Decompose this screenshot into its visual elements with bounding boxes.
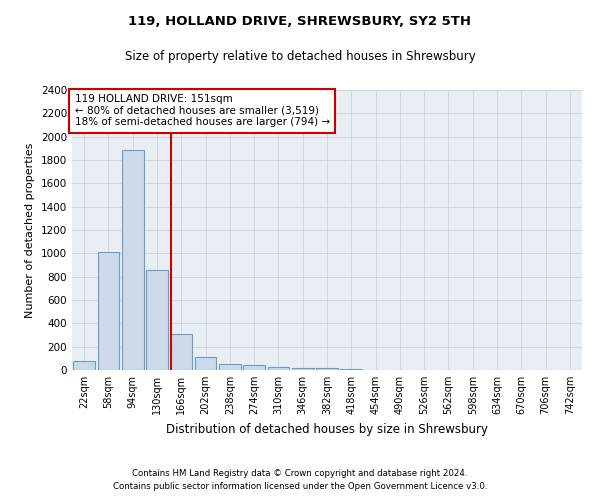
Text: Contains public sector information licensed under the Open Government Licence v3: Contains public sector information licen… <box>113 482 487 491</box>
Bar <box>146 270 168 370</box>
Bar <box>122 150 143 370</box>
Bar <box>316 368 338 370</box>
X-axis label: Distribution of detached houses by size in Shrewsbury: Distribution of detached houses by size … <box>166 422 488 436</box>
Text: 119, HOLLAND DRIVE, SHREWSBURY, SY2 5TH: 119, HOLLAND DRIVE, SHREWSBURY, SY2 5TH <box>128 15 472 28</box>
Bar <box>219 364 241 370</box>
Y-axis label: Number of detached properties: Number of detached properties <box>25 142 35 318</box>
Bar <box>292 368 314 370</box>
Bar <box>194 356 217 370</box>
Text: Size of property relative to detached houses in Shrewsbury: Size of property relative to detached ho… <box>125 50 475 63</box>
Bar <box>340 369 362 370</box>
Text: 119 HOLLAND DRIVE: 151sqm
← 80% of detached houses are smaller (3,519)
18% of se: 119 HOLLAND DRIVE: 151sqm ← 80% of detac… <box>74 94 329 128</box>
Bar <box>97 252 119 370</box>
Text: Contains HM Land Registry data © Crown copyright and database right 2024.: Contains HM Land Registry data © Crown c… <box>132 468 468 477</box>
Bar <box>170 334 192 370</box>
Bar <box>73 360 95 370</box>
Bar <box>268 367 289 370</box>
Bar <box>243 366 265 370</box>
